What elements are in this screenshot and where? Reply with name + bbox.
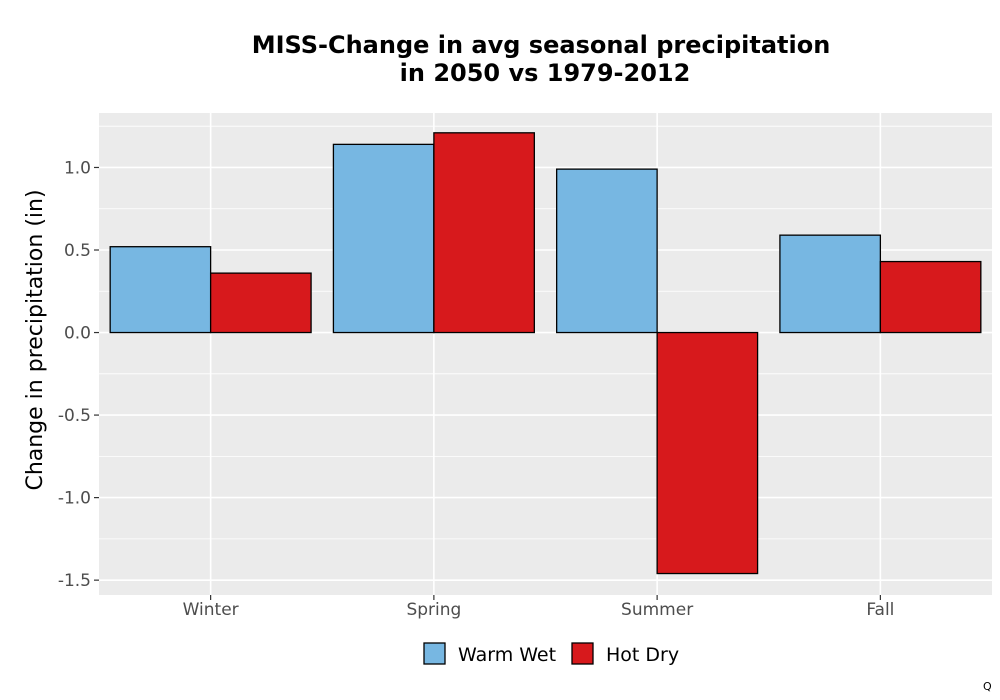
y-tick-label: -1.5 [58, 571, 91, 591]
x-tick-label-spring: Spring [406, 600, 461, 620]
legend: Warm Wet Hot Dry [423, 642, 679, 666]
bar-hot-dry-spring [433, 132, 535, 334]
bar-warm-wet-winter [109, 246, 212, 334]
bar-hot-dry-fall [879, 260, 982, 334]
y-axis-label: Change in precipitation (in) [23, 189, 48, 490]
bar-hot-dry-summer [656, 331, 759, 575]
chart-title-line-1: MISS-Change in avg seasonal precipitatio… [252, 31, 831, 59]
x-tick-label-summer: Summer [621, 600, 693, 620]
x-tick-label-winter: Winter [183, 600, 239, 620]
x-tick-label-fall: Fall [866, 600, 894, 620]
y-tick-label: -1.0 [58, 489, 91, 509]
bars [109, 132, 982, 575]
legend-label-hot-dry: Hot Dry [606, 644, 679, 666]
bar-warm-wet-spring [332, 143, 435, 334]
bar-hot-dry-winter [209, 272, 312, 334]
y-tick-label: 1.0 [64, 158, 91, 178]
y-tick-label: 0.0 [64, 324, 91, 344]
bar-warm-wet-fall [779, 234, 882, 334]
y-tick-label: 0.5 [64, 241, 91, 261]
legend-key-warm-wet [423, 642, 446, 665]
legend-key-hot-dry [571, 642, 594, 665]
chart-title-line-2: in 2050 vs 1979-2012 [400, 59, 691, 87]
y-tick-label: -0.5 [58, 406, 91, 426]
x-axis: Winter Spring Summer Fall [183, 595, 894, 620]
bar-warm-wet-summer [556, 168, 658, 334]
corner-mark: Q [983, 680, 992, 693]
plot-panel [99, 113, 992, 595]
legend-label-warm-wet: Warm Wet [458, 644, 556, 666]
y-axis: -1.5 -1.0 -0.5 0.0 0.5 1.0 [58, 158, 99, 591]
